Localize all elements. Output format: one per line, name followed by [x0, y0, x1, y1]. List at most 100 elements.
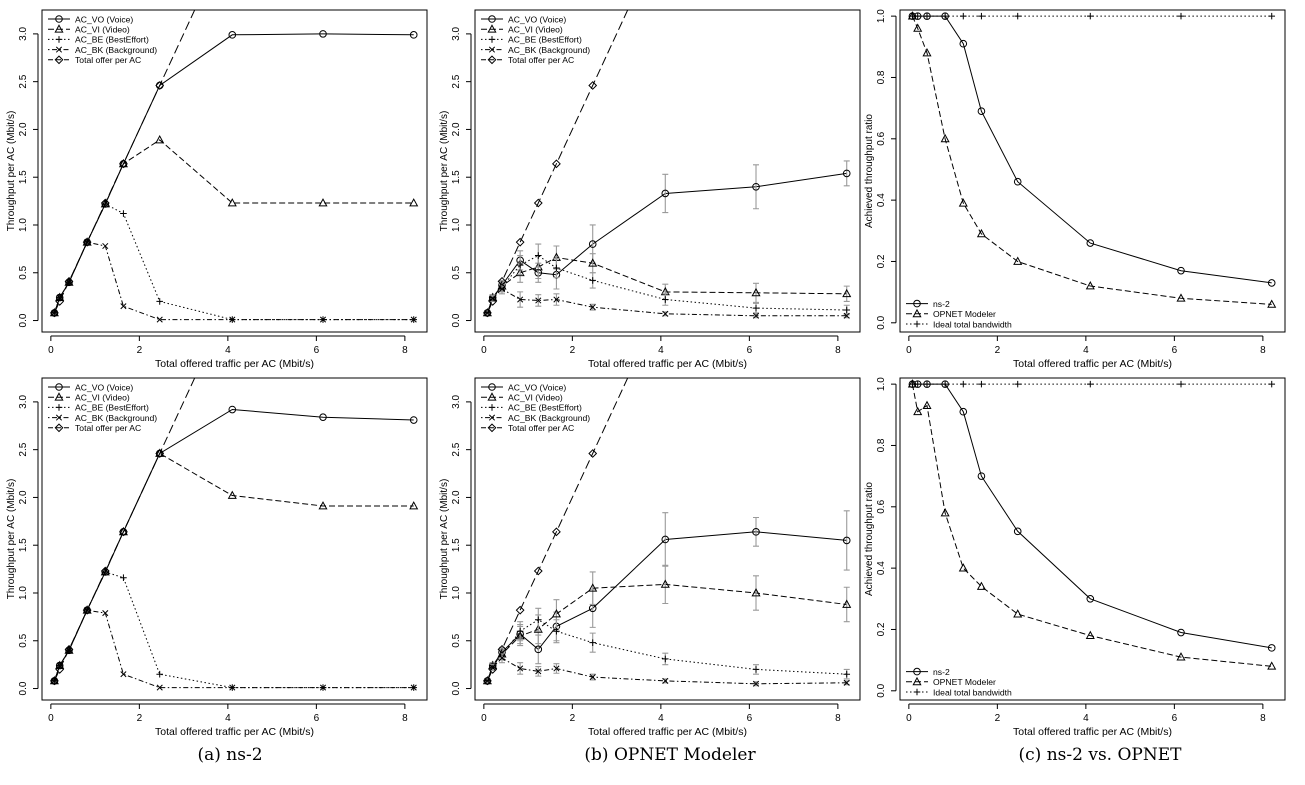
legend-label: AC_BE (BestEffort) [508, 403, 582, 413]
chart-panel-b-top: 0 2 4 6 8 Total offered traffic per AC (Mbit/… [439, 9, 861, 370]
plot-frame [899, 377, 1286, 701]
data-point [751, 287, 761, 297]
data-point [118, 158, 128, 168]
data-point [1013, 256, 1023, 265]
y-tick-label: 0.5 [451, 265, 462, 279]
plot-frame [41, 9, 428, 333]
data-point [1013, 527, 1022, 536]
legend-label: Ideal total bandwidth [933, 687, 1012, 697]
data-point [64, 276, 74, 286]
series-line-0 [486, 531, 847, 682]
chart-panel-a-top: 0 2 4 6 8 Total offered traffic per AC (Mbit/… [6, 9, 428, 370]
error-bar [843, 510, 850, 571]
legend-label: AC_BE (BestEffort) [75, 403, 149, 413]
series-line-2 [486, 255, 847, 314]
y-tick-label: 2.5 [451, 442, 462, 456]
data-point [156, 684, 163, 691]
data-point [588, 258, 598, 267]
legend-marker [488, 383, 496, 391]
data-point [923, 12, 931, 20]
data-point [1177, 628, 1185, 637]
data-point [533, 624, 543, 633]
x-tick-label: 6 [314, 345, 320, 356]
x-tick-label: 0 [481, 345, 487, 356]
legend-label: Total offer per AC [508, 423, 574, 433]
y-axis-label: Throughput per AC (Mbit/s) [439, 479, 450, 600]
data-point [842, 599, 852, 608]
x-tick-label: 2 [137, 713, 143, 724]
y-tick-label: 3.0 [18, 27, 29, 41]
data-point [589, 674, 596, 681]
data-point [120, 303, 127, 310]
legend-marker [55, 46, 63, 53]
y-tick-label: 1.5 [451, 538, 462, 552]
data-point [922, 47, 932, 57]
legend-label: AC_BK (Background) [508, 45, 590, 55]
x-axis-label: Total offered traffic per AC (Mbit/s) [1013, 358, 1172, 370]
x-tick-label: 6 [1172, 713, 1178, 724]
chart-panel-c-top: 0 2 4 6 8 Total offered traffic per AC (Mbit/… [864, 9, 1286, 370]
data-point [588, 583, 598, 592]
data-point [752, 312, 760, 319]
data-point [1268, 380, 1276, 388]
x-tick-label: 6 [314, 713, 320, 724]
error-bar [753, 164, 760, 210]
legend-marker [487, 423, 497, 433]
data-point [535, 297, 542, 304]
data-point [318, 198, 328, 207]
data-point [1267, 299, 1277, 308]
y-tick-label: 2.5 [451, 74, 462, 88]
data-point [120, 574, 127, 581]
y-tick-label: 0.2 [876, 254, 887, 268]
x-tick-label: 8 [835, 713, 841, 724]
legend-marker [488, 404, 496, 411]
legend-label: ns-2 [933, 299, 950, 309]
y-tick-label: 3.0 [18, 395, 29, 409]
data-point [156, 298, 164, 305]
y-axis-label: Achieved throughput ratio [864, 114, 875, 228]
x-tick-label: 6 [1172, 345, 1178, 356]
data-point [497, 276, 507, 286]
legend-label: AC_VI (Video) [75, 25, 130, 35]
caption-a: (a) ns-2 [197, 745, 263, 765]
legend-label: ns-2 [933, 667, 950, 677]
x-tick-label: 4 [225, 345, 231, 356]
legend-marker [912, 676, 922, 686]
data-point [662, 677, 669, 684]
legend-marker [913, 688, 921, 696]
plot-area [482, 378, 852, 687]
data-point [515, 267, 525, 277]
x-tick-label: 8 [402, 713, 408, 724]
data-point [553, 264, 560, 272]
x-tick-label: 4 [658, 345, 664, 356]
data-point [516, 627, 524, 635]
y-tick-label: 1.5 [18, 170, 29, 184]
data-point [977, 107, 986, 115]
data-point [55, 665, 65, 674]
legend-marker [54, 24, 64, 33]
series-line-4 [486, 378, 629, 682]
y-tick-label: 2.0 [451, 490, 462, 504]
series-line-1 [486, 583, 847, 682]
data-point [409, 416, 418, 424]
legend-label: OPNET Modeler [933, 309, 996, 319]
legend-marker [488, 414, 496, 421]
x-axis-label: Total offered traffic per AC (Mbit/s) [155, 358, 314, 370]
legend-label: AC_VI (Video) [75, 393, 130, 403]
plot-area [49, 10, 419, 323]
x-tick-label: 0 [48, 713, 54, 724]
data-point [978, 12, 985, 20]
series-line-0 [53, 408, 414, 682]
x-tick-label: 4 [1083, 345, 1089, 356]
legend: AC_VO (Voice)AC_VI (Video)AC_BE (BestEff… [481, 14, 590, 65]
data-point [498, 654, 506, 662]
error-bar [662, 564, 669, 605]
data-point [409, 198, 419, 207]
legend-label: OPNET Modeler [933, 677, 996, 687]
data-point [119, 527, 128, 537]
data-point [589, 277, 597, 284]
data-point [1013, 609, 1023, 618]
legend-label: Ideal total bandwidth [933, 319, 1012, 329]
error-bar [843, 160, 850, 187]
data-point [1267, 279, 1276, 287]
